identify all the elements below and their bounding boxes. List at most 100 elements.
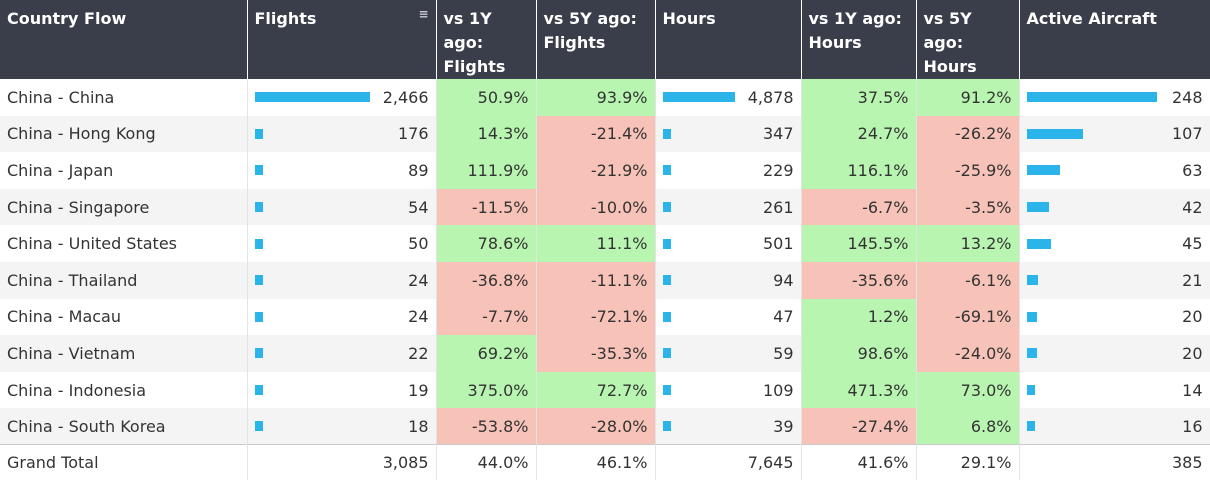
cell-vs5y-hours: -6.1% [916, 261, 1020, 299]
grand-total-row[interactable]: Grand Total 3,085 44.0% 46.1% 7,645 41.6% 29.1… [0, 444, 1210, 480]
cell-vs1y-hours: 116.1% [801, 152, 917, 189]
cell-active-aircraft: 42 [1019, 188, 1210, 226]
header-row: Country Flow Flights ≡ vs 1Y ago: Flights… [0, 0, 1210, 79]
flights-value: 24 [408, 270, 429, 290]
header-vs1y-hours[interactable]: vs 1Y ago: Hours [801, 0, 917, 79]
cell-vs1y-flights: 69.2% [436, 335, 537, 372]
cell-vs1y-hours: 471.3% [801, 371, 917, 409]
cell-active-aircraft: 16 [1019, 408, 1210, 445]
hours-bar [662, 311, 671, 322]
cell-hours: 501 [655, 225, 802, 262]
hours-value: 39 [773, 416, 794, 436]
cell-active-aircraft: 63 [1019, 152, 1210, 189]
flights-bar [254, 311, 263, 322]
cell-vs1y-flights: -11.5% [436, 188, 537, 226]
active-aircraft-value: 42 [1182, 197, 1203, 217]
hours-value: 4,878 [747, 87, 794, 107]
hours-bar [662, 202, 671, 213]
cell-vs5y-hours: 6.8% [916, 408, 1020, 445]
header-vs5y-hours[interactable]: vs 5Y ago: Hours [916, 0, 1020, 79]
hours-bar [662, 385, 671, 396]
cell-vs5y-hours: -69.1% [916, 298, 1020, 336]
flights-value: 50 [408, 234, 429, 254]
cell-vs1y-hours: -6.7% [801, 188, 917, 226]
cell-hours: 4,878 [655, 79, 802, 116]
active-aircraft-value: 20 [1182, 343, 1203, 363]
flights-bar [254, 348, 263, 359]
header-hours[interactable]: Hours [655, 0, 802, 79]
cell-vs1y-hours: 24.7% [801, 115, 917, 153]
active-aircraft-value: 14 [1182, 380, 1203, 400]
cell-vs5y-hours: -25.9% [916, 152, 1020, 189]
flights-bar [254, 165, 263, 176]
active-aircraft-value: 107 [1171, 124, 1203, 144]
header-vs1y-flights[interactable]: vs 1Y ago: Flights [436, 0, 537, 79]
table-row[interactable]: China - United States 50 78.6% 11.1% 501 145.… [0, 225, 1210, 262]
table-row[interactable]: China - Indonesia 19 375.0% 72.7% 109 471.3% 7… [0, 371, 1210, 409]
cell-flights: 24 [247, 261, 437, 299]
active-aircraft-bar [1026, 202, 1049, 213]
cell-vs5y-hours: 91.2% [916, 79, 1020, 116]
cell-hours: 229 [655, 152, 802, 189]
flights-value: 24 [408, 307, 429, 327]
active-aircraft-bar [1026, 385, 1035, 396]
table-row[interactable]: China - China 2,466 50.9% 93.9% 4,878 37.5% 91… [0, 79, 1210, 116]
cell-vs1y-flights: -7.7% [436, 298, 537, 336]
cell-vs5y-flights: -21.4% [536, 115, 656, 153]
table-row[interactable]: China - Singapore 54 -11.5% -10.0% 261 -6.7% -… [0, 188, 1210, 226]
flights-value: 18 [408, 416, 429, 436]
active-aircraft-value: 63 [1182, 160, 1203, 180]
cell-vs1y-flights: 111.9% [436, 152, 537, 189]
active-aircraft-bar [1026, 275, 1038, 286]
table-row[interactable]: China - Vietnam 22 69.2% -35.3% 59 98.6% -24.0… [0, 335, 1210, 372]
cell-flights: 54 [247, 188, 437, 226]
active-aircraft-value: 16 [1182, 416, 1203, 436]
active-aircraft-bar [1026, 348, 1037, 359]
table-row[interactable]: China - Hong Kong 176 14.3% -21.4% 347 24.7% -… [0, 115, 1210, 153]
cell-country-flow: China - China [0, 79, 248, 116]
cell-country-flow: China - Singapore [0, 188, 248, 226]
header-active-aircraft[interactable]: Active Aircraft [1019, 0, 1210, 79]
header-vs5y-flights[interactable]: vs 5Y ago: Flights [536, 0, 656, 79]
table-row[interactable]: China - Thailand 24 -36.8% -11.1% 94 -35.6% -6… [0, 261, 1210, 299]
header-vs5y-flights-label: vs 5Y ago: Flights [543, 9, 637, 52]
cell-vs5y-flights: 93.9% [536, 79, 656, 116]
active-aircraft-value: 45 [1182, 234, 1203, 254]
header-country-flow[interactable]: Country Flow [0, 0, 248, 79]
header-flights[interactable]: Flights ≡ [247, 0, 437, 79]
header-vs1y-flights-label: vs 1Y ago: Flights [443, 9, 506, 76]
cell-country-flow: China - United States [0, 225, 248, 262]
sort-icon[interactable]: ≡ [418, 7, 429, 21]
cell-vs1y-hours: 41.6% [801, 444, 917, 480]
active-aircraft-value: 20 [1182, 307, 1203, 327]
hours-bar [662, 421, 671, 432]
header-vs5y-hours-label: vs 5Y ago: Hours [923, 9, 977, 76]
cell-hours: 109 [655, 371, 802, 409]
header-country-flow-label: Country Flow [7, 9, 127, 28]
hours-bar [662, 238, 671, 249]
cell-flights: 19 [247, 371, 437, 409]
cell-vs5y-hours: 29.1% [916, 444, 1020, 480]
cell-vs5y-flights: 11.1% [536, 225, 656, 262]
cell-flights: 3,085 [247, 444, 437, 480]
cell-country-flow: China - Macau [0, 298, 248, 336]
active-aircraft-bar [1026, 311, 1037, 322]
cell-active-aircraft: 45 [1019, 225, 1210, 262]
cell-vs1y-hours: 37.5% [801, 79, 917, 116]
cell-country-flow: Grand Total [0, 444, 248, 480]
table-row[interactable]: China - South Korea 18 -53.8% -28.0% 39 -27.4… [0, 408, 1210, 445]
cell-flights: 50 [247, 225, 437, 262]
cell-country-flow: China - Vietnam [0, 335, 248, 372]
table-body: China - China 2,466 50.9% 93.9% 4,878 37.5% 91… [0, 79, 1210, 480]
active-aircraft-value: 21 [1182, 270, 1203, 290]
cell-vs1y-flights: 14.3% [436, 115, 537, 153]
cell-vs1y-flights: -36.8% [436, 261, 537, 299]
table-row[interactable]: China - Japan 89 111.9% -21.9% 229 116.1% -25.… [0, 152, 1210, 189]
active-aircraft-bar [1026, 421, 1035, 432]
active-aircraft-value: 248 [1171, 87, 1203, 107]
cell-hours: 7,645 [655, 444, 802, 480]
hours-value: 229 [762, 160, 794, 180]
table-row[interactable]: China - Macau 24 -7.7% -72.1% 47 1.2% -69.1% 20 [0, 298, 1210, 336]
hours-value: 109 [762, 380, 794, 400]
